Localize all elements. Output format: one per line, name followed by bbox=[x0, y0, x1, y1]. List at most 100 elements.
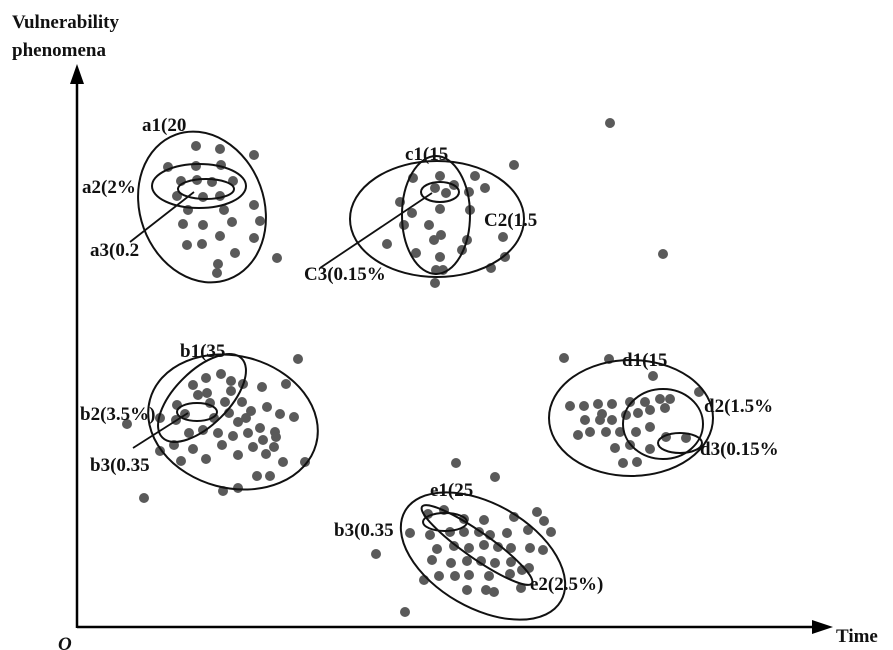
data-point bbox=[506, 557, 516, 567]
data-point bbox=[665, 394, 675, 404]
data-point bbox=[580, 415, 590, 425]
label-d1: d1(15 bbox=[622, 350, 667, 371]
data-point bbox=[502, 528, 512, 538]
data-point bbox=[237, 397, 247, 407]
data-point bbox=[607, 399, 617, 409]
data-point bbox=[193, 390, 203, 400]
data-point bbox=[272, 253, 282, 263]
label-c2: C2(1.5 bbox=[484, 210, 537, 231]
data-point bbox=[255, 216, 265, 226]
data-point bbox=[257, 382, 267, 392]
data-point bbox=[212, 268, 222, 278]
data-point bbox=[618, 458, 628, 468]
data-point bbox=[464, 570, 474, 580]
data-point bbox=[289, 412, 299, 422]
data-point bbox=[506, 543, 516, 553]
data-point bbox=[293, 354, 303, 364]
data-point bbox=[407, 208, 417, 218]
data-point bbox=[464, 543, 474, 553]
ellipse-d2 bbox=[622, 388, 704, 460]
data-point bbox=[275, 409, 285, 419]
data-point bbox=[217, 440, 227, 450]
data-point bbox=[681, 433, 691, 443]
data-point bbox=[411, 248, 421, 258]
data-point bbox=[427, 555, 437, 565]
data-point bbox=[233, 483, 243, 493]
data-point bbox=[539, 516, 549, 526]
data-point bbox=[249, 150, 259, 160]
data-point bbox=[632, 457, 642, 467]
axes bbox=[70, 64, 833, 634]
origin-label: O bbox=[58, 634, 72, 650]
data-point bbox=[197, 239, 207, 249]
data-point bbox=[248, 442, 258, 452]
ellipse-c1 bbox=[349, 160, 525, 278]
data-point bbox=[559, 353, 569, 363]
data-point bbox=[216, 369, 226, 379]
leader-lines bbox=[129, 191, 433, 449]
data-point bbox=[645, 422, 655, 432]
data-point bbox=[429, 235, 439, 245]
data-point bbox=[198, 192, 208, 202]
ellipse-a1 bbox=[137, 130, 267, 284]
data-point bbox=[633, 408, 643, 418]
data-point bbox=[269, 442, 279, 452]
data-point bbox=[233, 450, 243, 460]
text-labels: Vulnerability phenomena Time O a1(20 a2(… bbox=[12, 12, 878, 650]
data-point bbox=[300, 457, 310, 467]
data-point bbox=[493, 542, 503, 552]
data-point bbox=[399, 220, 409, 230]
data-point bbox=[213, 428, 223, 438]
data-point bbox=[546, 527, 556, 537]
data-point bbox=[658, 249, 668, 259]
label-e2: e2(2.5%) bbox=[530, 574, 603, 595]
label-d2: d2(1.5% bbox=[704, 396, 773, 417]
data-point bbox=[449, 541, 459, 551]
data-point bbox=[215, 144, 225, 154]
label-c3: C3(0.15% bbox=[304, 264, 386, 285]
data-point bbox=[202, 388, 212, 398]
ellipse-e3 bbox=[422, 512, 468, 532]
data-point bbox=[431, 265, 441, 275]
leader-c3 bbox=[319, 192, 433, 269]
y-axis-arrow-icon bbox=[70, 64, 84, 84]
data-point bbox=[516, 583, 526, 593]
data-point bbox=[227, 217, 237, 227]
data-point bbox=[435, 252, 445, 262]
label-a3: a3(0.2 bbox=[90, 240, 139, 261]
cluster-ellipses bbox=[137, 130, 714, 621]
x-axis-label: Time bbox=[836, 626, 878, 647]
label-e3: b3(0.35 bbox=[334, 520, 394, 541]
data-point bbox=[462, 556, 472, 566]
data-point bbox=[219, 205, 229, 215]
data-point bbox=[430, 183, 440, 193]
label-b1: b1(35 bbox=[180, 341, 225, 362]
data-point bbox=[565, 401, 575, 411]
ellipse-a3 bbox=[177, 178, 235, 200]
data-point bbox=[201, 373, 211, 383]
data-point bbox=[645, 405, 655, 415]
data-point bbox=[538, 545, 548, 555]
data-point bbox=[631, 427, 641, 437]
ellipse-b1 bbox=[147, 353, 319, 491]
data-point bbox=[462, 585, 472, 595]
label-c1: c1(15 bbox=[405, 144, 448, 165]
data-point bbox=[122, 419, 132, 429]
data-point bbox=[484, 571, 494, 581]
data-point bbox=[597, 409, 607, 419]
data-point bbox=[198, 220, 208, 230]
y-axis-label-line1: Vulnerability bbox=[12, 12, 119, 33]
data-point bbox=[601, 427, 611, 437]
data-point bbox=[480, 183, 490, 193]
data-point bbox=[255, 423, 265, 433]
data-point bbox=[424, 220, 434, 230]
data-point bbox=[450, 571, 460, 581]
data-point bbox=[430, 278, 440, 288]
ellipse-d1 bbox=[548, 359, 714, 477]
ellipse-b3 bbox=[176, 402, 218, 422]
data-point bbox=[436, 230, 446, 240]
data-point bbox=[400, 607, 410, 617]
ellipse-b2 bbox=[157, 353, 247, 443]
data-point bbox=[155, 446, 165, 456]
data-point bbox=[228, 431, 238, 441]
